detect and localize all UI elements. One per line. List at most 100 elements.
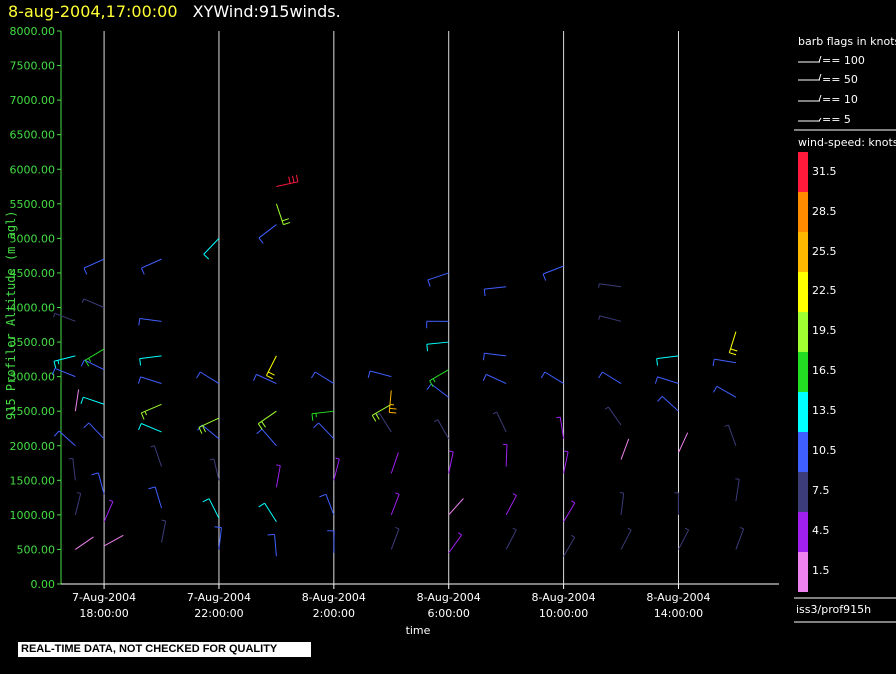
wind-barb xyxy=(203,238,220,260)
wind-barb xyxy=(253,373,277,384)
speed-color-swatch xyxy=(798,232,808,272)
wind-barb xyxy=(80,396,105,405)
barb-sample-flag xyxy=(818,94,822,102)
speed-label-1-5: 1.5 xyxy=(812,564,830,577)
wind-barb xyxy=(74,389,80,412)
y-tick-label: 6500.00 xyxy=(10,129,56,142)
wind-barb xyxy=(266,355,277,380)
wind-barb xyxy=(434,419,450,440)
barb-label-50: == 50 xyxy=(822,73,858,86)
wind-barb xyxy=(150,445,162,467)
wind-barb xyxy=(276,174,299,188)
wind-barb xyxy=(598,315,622,322)
wind-barb xyxy=(482,373,507,384)
speed-label-25-5: 25.5 xyxy=(812,245,837,258)
wind-barb xyxy=(556,416,565,439)
wind-barb xyxy=(448,532,463,554)
wind-barb xyxy=(52,312,76,322)
y-tick-label: 2000.00 xyxy=(10,440,56,453)
speed-label-19-5: 19.5 xyxy=(812,324,837,337)
wind-barb xyxy=(735,478,740,502)
x-tick-date-label: 8-Aug-2004 xyxy=(302,591,366,604)
barb-label-100: == 100 xyxy=(822,54,865,67)
data-source-label: iss3/prof915h xyxy=(796,603,872,616)
speed-color-swatch xyxy=(798,512,808,552)
wind-barb xyxy=(138,423,162,433)
y-tick-label: 6000.00 xyxy=(10,163,56,176)
y-axis-label: 915 Profiler Altitude (m agl) xyxy=(4,210,18,420)
wind-barb xyxy=(214,526,222,550)
wind-barb xyxy=(375,412,392,433)
wind-barb xyxy=(327,530,335,553)
wind-barb xyxy=(333,457,340,481)
wind-barb xyxy=(53,355,76,369)
x-tick-date-label: 8-Aug-2004 xyxy=(646,591,710,604)
speed-label-31-5: 31.5 xyxy=(812,165,837,178)
wind-barb xyxy=(728,331,738,356)
wind-barb xyxy=(51,367,76,378)
x-tick-date-label: 8-Aug-2004 xyxy=(532,591,596,604)
wind-barb xyxy=(138,318,162,326)
wind-barb xyxy=(598,283,622,288)
wind-barb xyxy=(620,527,632,550)
barb-label-5: == 5 xyxy=(822,113,851,126)
wind-barb xyxy=(448,498,464,516)
wind-barb xyxy=(724,424,737,446)
wind-barb xyxy=(426,383,450,398)
wind-barb xyxy=(604,406,622,426)
wind-barb xyxy=(198,417,220,434)
y-tick-label: 5500.00 xyxy=(10,198,56,211)
barb-sample-flag xyxy=(818,73,822,81)
wind-barb xyxy=(140,258,162,275)
wind-barb xyxy=(81,298,105,308)
wind-barb xyxy=(148,486,162,509)
wind-barb xyxy=(80,359,105,371)
wind-barb xyxy=(505,527,517,550)
wind-barb xyxy=(505,493,517,516)
wind-barb xyxy=(712,358,737,367)
speed-label-16-5: 16.5 xyxy=(812,364,837,377)
wind-barb xyxy=(678,432,689,453)
wind-barb xyxy=(196,371,220,384)
speed-color-swatch xyxy=(798,432,808,472)
wind-barb xyxy=(712,385,737,398)
wind-barb xyxy=(267,533,277,557)
y-tick-label: 1000.00 xyxy=(10,509,56,522)
wind-barb xyxy=(542,265,564,281)
wind-barb xyxy=(257,410,277,430)
wind-barb xyxy=(53,430,76,447)
speed-color-swatch xyxy=(798,272,808,312)
wind-barb xyxy=(140,403,162,420)
y-tick-label: 5000.00 xyxy=(10,232,56,245)
barb-label-10: == 10 xyxy=(822,93,858,106)
chart-header: 8-aug-2004,17:00:00 XYWind:915winds. xyxy=(8,2,341,24)
wind-barb xyxy=(275,464,281,488)
wind-barb xyxy=(390,492,400,516)
x-axis-label: time xyxy=(406,624,431,637)
wind-barb xyxy=(139,355,162,366)
wind-barb xyxy=(656,355,679,366)
wind-barb xyxy=(388,390,397,414)
wind-barb xyxy=(426,320,449,329)
speed-label-22-5: 22.5 xyxy=(812,284,837,297)
speed-label-4-5: 4.5 xyxy=(812,524,830,537)
wind-barb xyxy=(103,534,124,547)
wind-barb xyxy=(275,203,291,226)
wind-barb xyxy=(311,410,334,421)
wind-barb xyxy=(678,527,690,550)
wind-barb xyxy=(492,411,507,433)
barb-sample-flag xyxy=(818,117,822,122)
wind-barb xyxy=(83,422,105,440)
speed-color-swatch xyxy=(798,312,808,352)
wind-barb xyxy=(390,526,400,550)
x-tick-time-label: 14:00:00 xyxy=(654,607,703,620)
wind-barb xyxy=(563,450,569,474)
x-tick-time-label: 22:00:00 xyxy=(194,607,243,620)
x-tick-date-label: 7-Aug-2004 xyxy=(72,591,136,604)
speed-color-swatch xyxy=(798,472,808,512)
chart-title: XYWind:915winds. xyxy=(192,2,341,21)
wind-barb xyxy=(657,395,679,412)
wind-barb xyxy=(390,452,399,474)
wind-barb xyxy=(427,272,449,287)
x-tick-time-label: 2:00:00 xyxy=(313,607,355,620)
